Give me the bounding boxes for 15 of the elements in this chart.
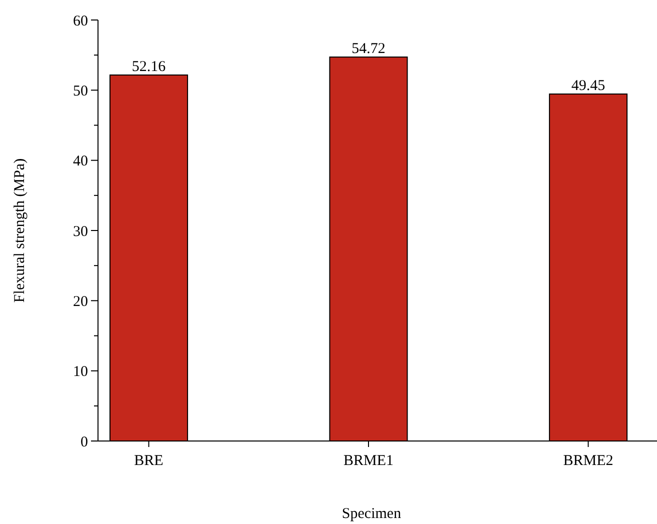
x-tick-label: BRME2 [563,453,614,469]
y-tick-label: 0 [80,434,88,450]
x-tick-label: BRME1 [343,453,394,469]
x-tick-label: BRE [134,453,164,469]
y-tick-label: 30 [73,224,88,240]
y-tick-label: 60 [73,13,88,30]
data-label: 49.45 [571,78,606,94]
y-tick-label: 10 [73,364,88,380]
data-label: 54.72 [352,41,386,58]
y-axis-title: Flexural strength (MPa) [12,158,28,303]
y-tick-label: 20 [73,294,88,310]
x-axis-title: Specimen [342,506,402,522]
y-tick-label: 40 [73,154,88,170]
data-label: 52.16 [132,59,166,76]
y-tick-label: 50 [73,83,88,100]
